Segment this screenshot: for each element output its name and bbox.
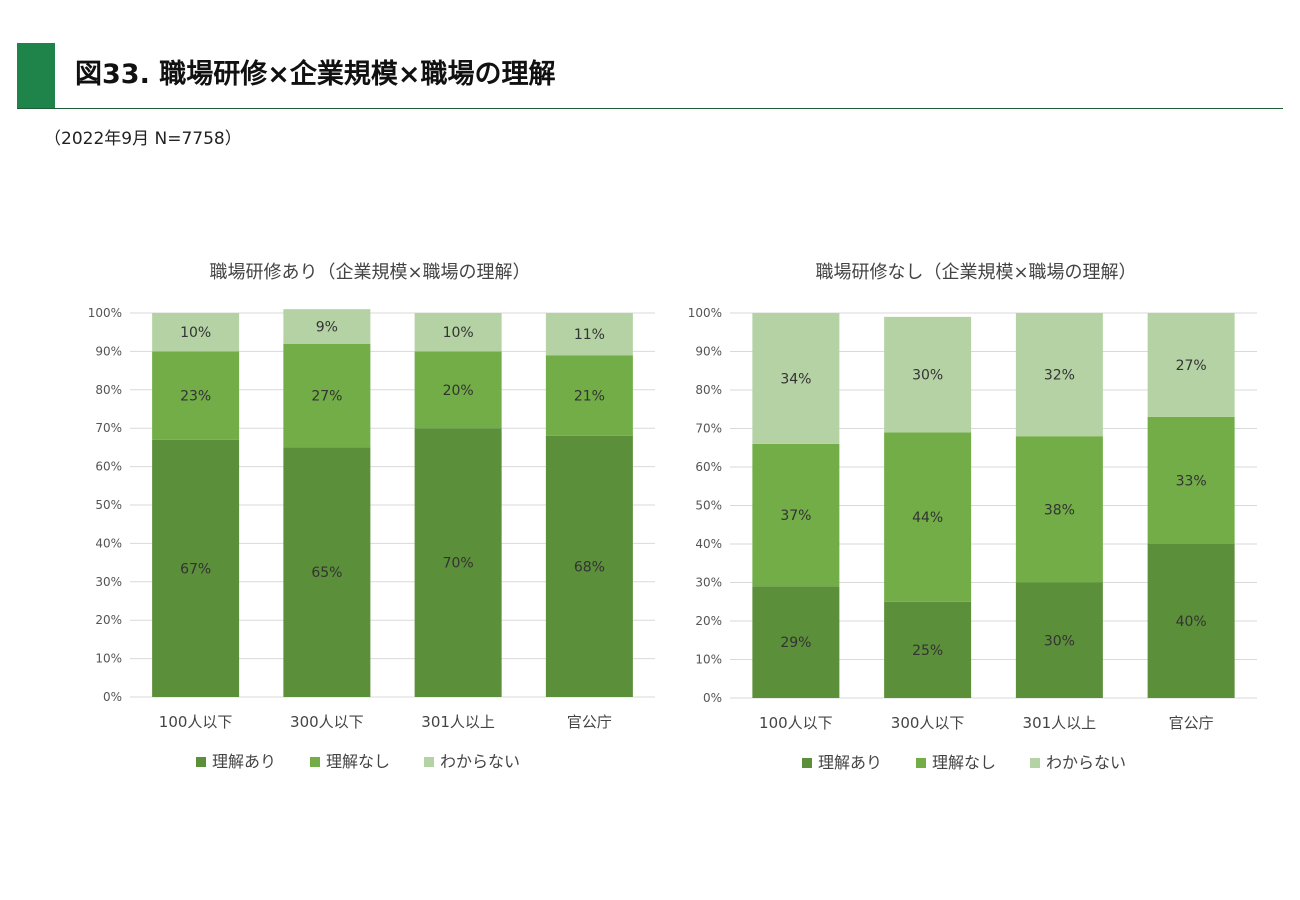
- x-tick-label: 301人以上: [421, 713, 495, 731]
- bar-rikai-nashi: [152, 351, 240, 440]
- x-tick-label: 300人以下: [290, 713, 364, 731]
- data-label: 44%: [912, 510, 943, 526]
- data-label: 67%: [180, 561, 211, 577]
- bar-rikai-ari: [1147, 544, 1235, 698]
- x-tick-label: 301人以上: [1023, 714, 1097, 732]
- legend-swatch-rikai-ari: [802, 758, 812, 768]
- data-label: 29%: [780, 635, 811, 651]
- y-tick-label: 70%: [695, 422, 722, 436]
- data-label: 70%: [443, 556, 474, 572]
- bar-rikai-nashi: [1015, 436, 1103, 583]
- legend-label: 理解あり: [212, 752, 276, 771]
- bar-wakaranai: [752, 313, 840, 444]
- data-label: 27%: [311, 389, 342, 405]
- bar-wakaranai: [545, 313, 633, 356]
- bar-wakaranai: [884, 316, 972, 433]
- legend-swatch-wakaranai: [1030, 758, 1040, 768]
- y-tick-label: 30%: [695, 576, 722, 590]
- data-label: 10%: [443, 325, 474, 341]
- y-tick-label: 100%: [88, 306, 122, 320]
- chart-left-with-training: 職場研修あり（企業規模×職場の理解） 0% 10% 20% 30% 40% 50% 60% 70…: [88, 262, 655, 771]
- data-label: 10%: [180, 325, 211, 341]
- y-tick-label: 0%: [703, 691, 722, 705]
- y-tick-label: 80%: [95, 383, 122, 397]
- data-label: 65%: [311, 565, 342, 581]
- y-tick-label: 90%: [95, 344, 122, 358]
- y-tick-label: 100%: [688, 306, 722, 320]
- y-tick-label: 40%: [95, 536, 122, 550]
- data-label: 38%: [1044, 502, 1075, 518]
- y-tick-label: 10%: [695, 653, 722, 667]
- data-label: 21%: [574, 389, 605, 405]
- chart-title: 職場研修なし（企業規模×職場の理解）: [815, 262, 1136, 283]
- y-tick-label: 70%: [95, 421, 122, 435]
- bar-rikai-ari: [884, 601, 972, 698]
- bar-rikai-nashi: [752, 443, 840, 587]
- bar-wakaranai: [1015, 313, 1103, 437]
- bar-wakaranai: [414, 313, 502, 352]
- x-tick-label: 100人以下: [759, 714, 833, 732]
- bar-wakaranai: [152, 313, 240, 352]
- data-label: 27%: [1176, 358, 1207, 374]
- data-label: 20%: [443, 383, 474, 399]
- data-label: 40%: [1176, 614, 1207, 630]
- y-tick-label: 80%: [695, 383, 722, 397]
- y-tick-label: 10%: [95, 652, 122, 666]
- data-label: 30%: [1044, 633, 1075, 649]
- legend-label: わからない: [1046, 753, 1126, 772]
- y-tick-label: 90%: [695, 345, 722, 359]
- legend-swatch-wakaranai: [424, 757, 434, 767]
- data-label: 68%: [574, 559, 605, 575]
- bar-rikai-nashi: [884, 432, 972, 602]
- legend-label: 理解なし: [932, 753, 996, 772]
- data-label: 30%: [912, 368, 943, 384]
- data-label: 23%: [180, 389, 211, 405]
- chart-title: 職場研修あり（企業規模×職場の理解）: [209, 262, 530, 283]
- bar-rikai-nashi: [414, 351, 502, 429]
- data-label: 33%: [1176, 473, 1207, 489]
- x-tick-label: 官公庁: [1169, 714, 1214, 732]
- legend-label: 理解なし: [326, 752, 390, 771]
- y-tick-label: 40%: [695, 537, 722, 551]
- legend-label: わからない: [440, 752, 520, 771]
- legend-swatch-rikai-ari: [196, 757, 206, 767]
- legend-swatch-rikai-nashi: [310, 757, 320, 767]
- data-label: 37%: [780, 508, 811, 524]
- data-label: 32%: [1044, 368, 1075, 384]
- chart-right-without-training: 職場研修なし（企業規模×職場の理解） 0% 10% 20% 30% 40% 50% 60% 70…: [688, 262, 1257, 772]
- data-label: 9%: [316, 319, 338, 335]
- y-tick-label: 60%: [695, 460, 722, 474]
- data-label: 25%: [912, 643, 943, 659]
- x-tick-label: 官公庁: [567, 713, 612, 731]
- bar-rikai-nashi: [1147, 416, 1235, 544]
- data-label: 11%: [574, 327, 605, 343]
- x-tick-label: 300人以下: [891, 714, 965, 732]
- y-tick-label: 0%: [103, 690, 122, 704]
- bar-rikai-ari: [545, 435, 633, 697]
- header-accent-bar: [17, 43, 55, 109]
- y-tick-label: 50%: [695, 499, 722, 513]
- x-tick-label: 100人以下: [159, 713, 233, 731]
- page-title: 図33. 職場研修×企業規模×職場の理解: [75, 59, 556, 90]
- bar-rikai-ari: [152, 439, 240, 697]
- bar-rikai-nashi: [283, 343, 371, 448]
- bar-rikai-ari: [1015, 582, 1103, 698]
- bar-wakaranai: [1147, 313, 1235, 417]
- y-tick-label: 20%: [95, 613, 122, 627]
- page-subtitle: （2022年9月 N=7758）: [44, 129, 242, 149]
- bar-rikai-ari: [414, 428, 502, 697]
- bar-rikai-ari: [752, 586, 840, 698]
- y-tick-label: 20%: [695, 614, 722, 628]
- bar-rikai-ari: [283, 447, 371, 697]
- y-tick-label: 30%: [95, 575, 122, 589]
- header-divider: [17, 108, 1283, 109]
- legend-label: 理解あり: [818, 753, 882, 772]
- data-label: 34%: [780, 371, 811, 387]
- legend-swatch-rikai-nashi: [916, 758, 926, 768]
- bar-wakaranai: [283, 309, 371, 344]
- y-tick-label: 60%: [95, 460, 122, 474]
- bar-rikai-nashi: [545, 355, 633, 436]
- y-tick-label: 50%: [95, 498, 122, 512]
